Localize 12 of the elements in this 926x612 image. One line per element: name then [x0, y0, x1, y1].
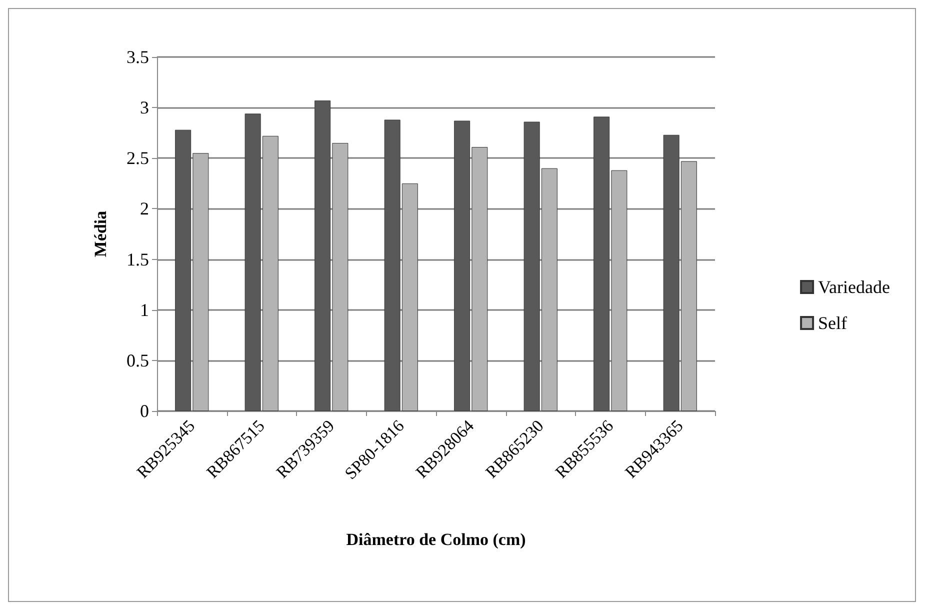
y-tick-label: 0.5: [126, 350, 149, 370]
y-tick-label: 1.5: [126, 249, 149, 270]
y-tick-label: 2.5: [126, 148, 149, 168]
legend-label: Self: [818, 313, 848, 333]
y-axis-title: Média: [91, 210, 110, 258]
x-axis-title: Diâmetro de Colmo (cm): [346, 530, 526, 549]
y-tick-label: 1: [140, 300, 149, 320]
y-tick-label: 2: [140, 198, 149, 219]
y-tick-label: 3.5: [126, 47, 149, 67]
y-tick-label: 0: [140, 401, 149, 421]
legend-label: Variedade: [818, 277, 890, 297]
y-tick-label: 3: [140, 98, 149, 118]
